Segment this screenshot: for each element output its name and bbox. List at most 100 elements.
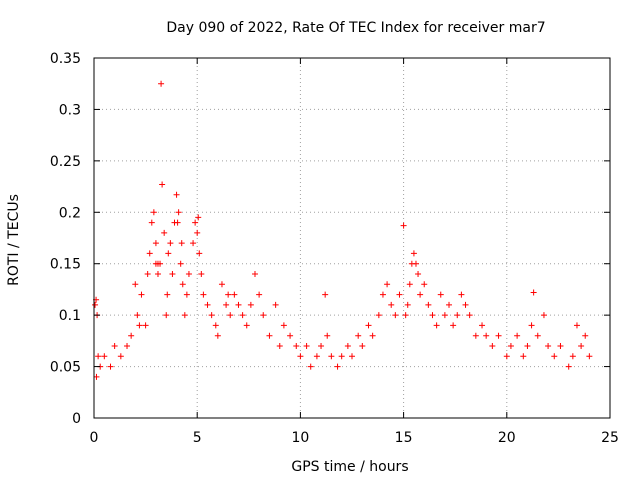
data-point: [198, 271, 205, 277]
data-point: [134, 312, 141, 319]
x-axis-label: GPS time / hours: [291, 459, 408, 475]
y-tick-label: 0: [72, 411, 81, 427]
data-point: [328, 353, 335, 360]
data-point: [223, 301, 230, 308]
data-point: [159, 181, 166, 188]
data-point: [582, 332, 589, 339]
y-tick-label: 0.35: [50, 51, 81, 67]
data-point: [196, 250, 203, 257]
data-point: [446, 301, 453, 308]
data-point: [297, 353, 304, 360]
data-point: [181, 312, 188, 319]
data-point: [128, 332, 135, 339]
data-point: [231, 291, 238, 298]
data-point: [192, 219, 199, 226]
data-point: [355, 332, 362, 339]
data-point: [152, 240, 159, 247]
data-point: [514, 332, 521, 339]
data-point: [144, 271, 151, 277]
data-point: [495, 332, 502, 339]
data-point: [507, 343, 514, 349]
y-tick-label: 0.25: [50, 154, 81, 170]
data-point: [307, 363, 314, 370]
data-point: [154, 271, 161, 277]
data-point: [458, 291, 465, 298]
data-point: [565, 363, 572, 370]
data-point: [462, 301, 469, 308]
data-point: [524, 343, 531, 349]
data-point: [132, 281, 139, 288]
x-tick-label: 20: [498, 430, 516, 446]
data-point: [573, 322, 580, 329]
chart-grid: [94, 58, 610, 418]
data-point: [280, 322, 287, 329]
data-point: [194, 229, 201, 236]
y-tick-label: 0.1: [59, 308, 81, 324]
y-axis-label: ROTI / TECUs: [6, 194, 22, 286]
data-point: [322, 291, 329, 298]
data-point: [276, 343, 283, 349]
data-point: [392, 312, 399, 319]
data-point: [256, 291, 263, 298]
data-point: [251, 271, 258, 277]
data-point: [489, 343, 496, 349]
data-point: [410, 250, 417, 257]
data-point: [417, 291, 424, 298]
data-point: [293, 343, 300, 349]
data-point: [260, 312, 267, 319]
data-point: [551, 353, 558, 360]
data-point: [165, 250, 172, 257]
data-point: [338, 353, 345, 360]
data-point: [369, 332, 376, 339]
data-point: [200, 291, 207, 298]
data-point: [124, 343, 131, 349]
data-point: [148, 219, 155, 226]
data-point: [101, 353, 108, 360]
data-point: [437, 291, 444, 298]
data-point: [483, 332, 490, 339]
data-point: [472, 332, 479, 339]
data-point: [243, 322, 250, 329]
data-point: [212, 322, 219, 329]
data-point: [412, 260, 419, 267]
data-point: [208, 312, 215, 319]
data-point: [95, 353, 102, 360]
data-point: [441, 312, 448, 319]
data-point: [272, 301, 279, 308]
x-tick-label: 10: [291, 430, 309, 446]
data-point: [528, 322, 535, 329]
data-point: [174, 219, 181, 226]
data-point: [503, 353, 510, 360]
data-point: [178, 240, 185, 247]
data-point: [195, 214, 202, 221]
data-point: [183, 291, 190, 298]
data-point: [190, 240, 197, 247]
data-points: [92, 80, 593, 380]
data-point: [415, 271, 422, 277]
data-point: [179, 281, 186, 288]
chart-title: Day 090 of 2022, Rate Of TEC Index for r…: [166, 20, 545, 36]
data-point: [318, 343, 325, 349]
data-point: [396, 291, 403, 298]
data-point: [450, 322, 457, 329]
data-point: [586, 353, 593, 360]
data-point: [146, 250, 153, 257]
data-point: [218, 281, 225, 288]
data-point: [557, 343, 564, 349]
data-point: [429, 312, 436, 319]
data-point: [303, 343, 310, 349]
data-point: [235, 301, 242, 308]
data-point: [402, 312, 409, 319]
axis-ticks: 0 5 10 15 20 25 0 0.05 0.1 0.15 0.2 0.25 0.3 0.35: [50, 51, 619, 446]
data-point: [324, 332, 331, 339]
data-point: [185, 271, 192, 277]
data-point: [138, 291, 145, 298]
data-point: [313, 353, 320, 360]
data-point: [379, 291, 386, 298]
data-point: [530, 289, 537, 296]
data-point: [479, 322, 486, 329]
data-point: [578, 343, 585, 349]
data-point: [177, 260, 184, 267]
data-point: [136, 322, 143, 329]
